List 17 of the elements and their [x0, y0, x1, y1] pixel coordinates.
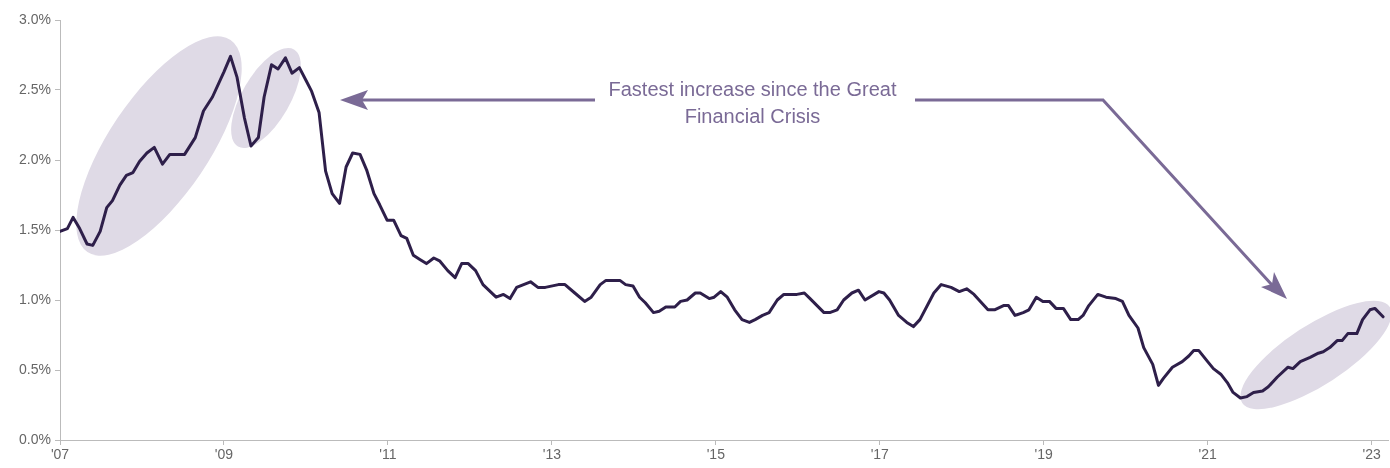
x-tick-label: '23: [1362, 446, 1381, 463]
y-tick-label: 2.0%: [19, 150, 51, 167]
x-tick-label: '21: [1198, 446, 1217, 463]
x-tick-label: '15: [706, 446, 726, 463]
x-tick-label: '19: [1034, 446, 1054, 463]
x-tick-label: '17: [870, 446, 890, 463]
y-tick-label: 2.5%: [19, 80, 51, 97]
y-tick-label: 0.0%: [19, 430, 51, 447]
y-tick-label: 0.5%: [19, 360, 51, 377]
y-tick-label: 1.5%: [19, 220, 51, 237]
y-tick-label: 1.0%: [19, 290, 51, 307]
x-tick-label: '09: [214, 446, 234, 463]
x-tick-label: '11: [379, 446, 397, 463]
annotation: Fastest increase since the Great Financial Crisis: [607, 77, 898, 129]
x-tick-label: '07: [50, 446, 70, 463]
x-tick-label: '13: [542, 446, 562, 463]
y-tick-label: 3.0%: [19, 10, 51, 27]
